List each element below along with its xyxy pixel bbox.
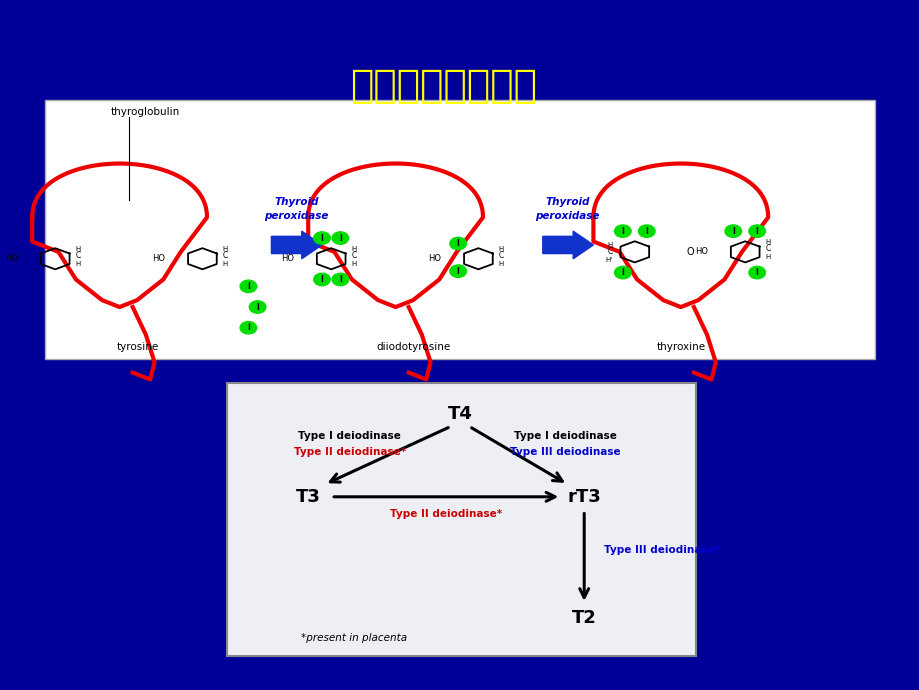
Text: *present in placenta: *present in placenta: [301, 633, 406, 643]
Text: Type II deiodinase*: Type II deiodinase*: [390, 509, 502, 519]
Text: Thyroid: Thyroid: [545, 197, 589, 207]
Text: Type III deiodinase*: Type III deiodinase*: [604, 545, 720, 555]
Text: I: I: [320, 233, 323, 243]
Circle shape: [313, 232, 330, 244]
Text: I: I: [320, 275, 323, 284]
Text: HO: HO: [695, 247, 708, 257]
Circle shape: [332, 232, 348, 244]
Text: C: C: [351, 250, 357, 260]
Text: Thyroid: Thyroid: [274, 197, 318, 207]
Text: H: H: [75, 262, 81, 267]
Circle shape: [240, 322, 256, 334]
Text: I: I: [338, 275, 342, 284]
Text: I: I: [754, 268, 758, 277]
Text: I: I: [246, 323, 250, 333]
Text: H: H: [607, 242, 612, 248]
Text: HO: HO: [281, 254, 294, 264]
Text: H: H: [351, 246, 357, 252]
Text: I: I: [456, 266, 460, 276]
Text: tyrosine: tyrosine: [117, 342, 159, 352]
Text: rT3: rT3: [567, 488, 600, 506]
Circle shape: [748, 266, 765, 279]
Circle shape: [449, 237, 466, 250]
Text: I: I: [246, 282, 250, 291]
Circle shape: [313, 273, 330, 286]
Text: H: H: [75, 246, 81, 252]
Text: Type III deiodinase: Type III deiodinase: [510, 447, 620, 457]
Text: H: H: [498, 262, 504, 267]
Bar: [227, 383, 696, 656]
Text: I: I: [255, 302, 259, 312]
Circle shape: [332, 273, 348, 286]
Text: H: H: [222, 246, 228, 252]
Text: Type II deiodinase*: Type II deiodinase*: [293, 447, 405, 457]
Text: H: H: [765, 239, 770, 245]
Circle shape: [240, 280, 256, 293]
Circle shape: [449, 265, 466, 277]
Text: I: I: [456, 239, 460, 248]
Text: peroxidase: peroxidase: [535, 211, 599, 221]
Text: T4: T4: [447, 405, 472, 423]
Text: HO: HO: [428, 254, 441, 264]
Text: thyroxine: thyroxine: [655, 342, 705, 352]
Text: Type I deiodinase: Type I deiodinase: [514, 431, 617, 441]
Text: T2: T2: [571, 609, 596, 627]
FancyArrow shape: [542, 231, 593, 259]
Text: C: C: [607, 247, 612, 257]
Text: C: C: [75, 250, 81, 260]
Text: C: C: [222, 250, 228, 260]
Text: Type I deiodinase: Type I deiodinase: [298, 431, 401, 441]
Text: HO: HO: [153, 254, 165, 264]
Bar: [45, 100, 874, 359]
Text: H: H: [498, 246, 504, 252]
Text: I: I: [620, 268, 624, 277]
Text: H: H: [222, 262, 228, 267]
Text: 甲状腺激素的合成: 甲状腺激素的合成: [349, 67, 536, 106]
Text: thyroglobulin: thyroglobulin: [110, 107, 179, 117]
Circle shape: [249, 301, 266, 313]
Text: peroxidase: peroxidase: [264, 211, 328, 221]
Text: I: I: [731, 226, 734, 236]
Circle shape: [614, 266, 630, 279]
Text: H: H: [351, 262, 357, 267]
Text: I: I: [754, 226, 758, 236]
Text: C: C: [498, 250, 504, 260]
Text: I: I: [644, 226, 648, 236]
Text: T3: T3: [295, 488, 321, 506]
Circle shape: [614, 225, 630, 237]
Text: C: C: [765, 244, 770, 253]
Text: I: I: [338, 233, 342, 243]
FancyArrow shape: [271, 231, 322, 259]
Text: H': H': [605, 257, 612, 263]
Text: I: I: [620, 226, 624, 236]
Text: HO: HO: [6, 254, 18, 264]
Circle shape: [724, 225, 741, 237]
Text: H: H: [765, 255, 770, 260]
Circle shape: [638, 225, 654, 237]
Text: O: O: [686, 247, 693, 257]
Circle shape: [748, 225, 765, 237]
Text: diiodotyrosine: diiodotyrosine: [377, 342, 450, 352]
